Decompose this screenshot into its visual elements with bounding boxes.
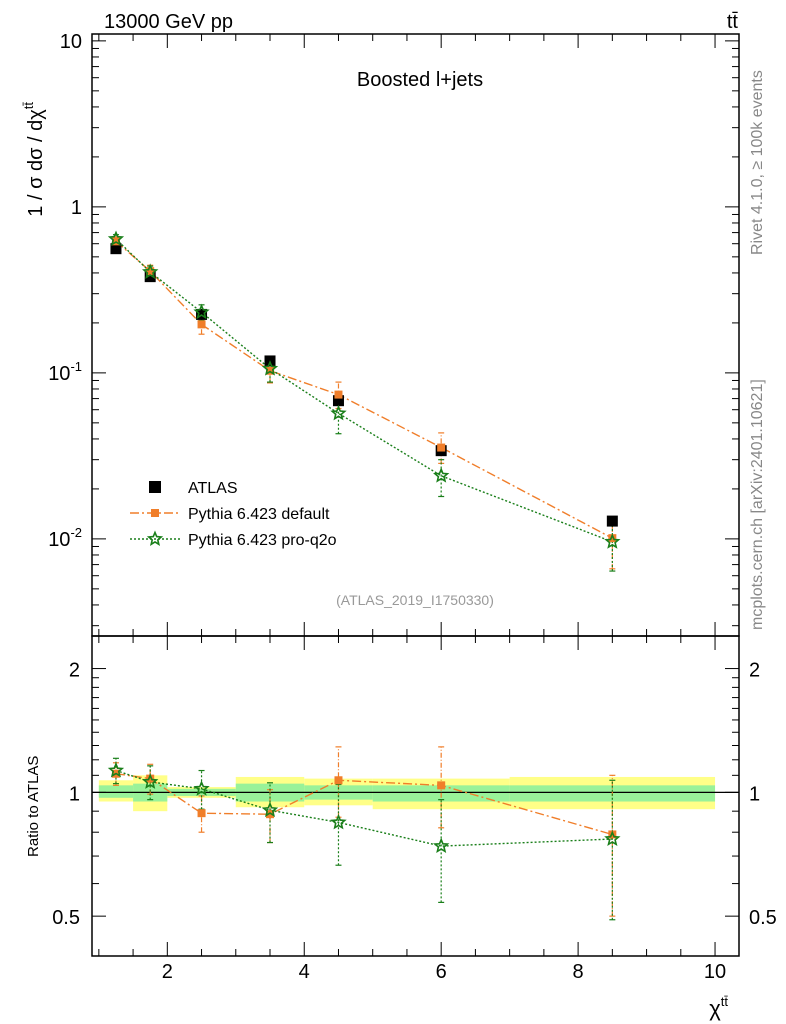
ratio-pro-q2o-point — [193, 780, 210, 796]
pro-q2o-data-point — [604, 533, 621, 549]
atlas-data-point — [332, 395, 344, 407]
pro-q2o-data-point — [330, 404, 347, 421]
default-data-point — [334, 390, 343, 399]
y-tick-label: 10 — [60, 31, 82, 53]
ratio-pro-q2o-point — [142, 773, 159, 789]
main-y-axis-label: 1 / σ dσ / dχtt̄ — [21, 102, 47, 217]
ratio-default-point — [334, 776, 343, 785]
ratio-plot-frame — [91, 635, 740, 957]
ratio-y-tick-label: 0.5 — [52, 907, 80, 929]
y-tick-label: 1 — [71, 197, 82, 219]
ratio-y-tick-label-right: 2 — [749, 660, 760, 682]
atlas-data-point — [110, 243, 122, 255]
x-axis-label: χtt̄ — [709, 994, 728, 1021]
ratio-default-point — [437, 781, 446, 790]
main-panel: 10 1 10-1 10-2 Boosted l+jets (ATLAS_2019_I… — [21, 31, 740, 637]
pro-q2o-data-point — [141, 263, 159, 279]
ratio-y-tick-label: 2 — [69, 660, 80, 682]
pro-q2o-data-point — [193, 303, 210, 320]
ratio-default-point — [197, 809, 206, 818]
legend-label: ATLAS — [188, 480, 238, 497]
ratio-y-tick-label-right: 0.5 — [749, 907, 777, 929]
y-tick-label: 10-1 — [48, 359, 82, 385]
legend-label: Pythia 6.423 pro-q2o — [188, 532, 337, 549]
legend: ATLAS Pythia 6.423 default Pythia 6.423 pr… — [130, 480, 337, 549]
legend-label: Pythia 6.423 default — [188, 506, 330, 523]
ratio-y-tick-label-right: 1 — [749, 783, 760, 805]
ratio-y-tick-label: 1 — [69, 783, 80, 805]
ratio-default-point — [266, 810, 275, 819]
rivet-version-label: Rivet 4.1.0, ≥ 100k events — [749, 70, 766, 255]
main-title: Boosted l+jets — [357, 69, 483, 91]
ratio-panel: 2 2 1 1 0.5 0.5 2 4 6 8 10 Ratio to ATLAS χtt̄ — [25, 635, 777, 1021]
y-tick-label: 10-2 — [48, 525, 82, 551]
x-tick-label: 6 — [436, 961, 447, 983]
ratio-pro-q2o-point — [432, 837, 450, 854]
default-data-point — [608, 534, 617, 543]
x-tick-label: 4 — [299, 961, 310, 983]
watermark-label: (ATLAS_2019_I1750330) — [336, 592, 494, 608]
default-data-point — [437, 443, 446, 452]
energy-label: 13000 GeV pp — [104, 11, 233, 33]
ratio-y-axis-label: Ratio to ATLAS — [25, 756, 42, 857]
ratio-default-point — [146, 774, 155, 783]
legend-marker-atlas — [149, 481, 161, 493]
pro-q2o-data-point — [433, 467, 450, 483]
pro-q2o-data-point — [261, 360, 279, 376]
default-data-point — [146, 267, 155, 276]
atlas-data-point — [606, 515, 618, 527]
ratio-pro-q2o-point — [330, 813, 347, 830]
atlas-data-point — [144, 271, 156, 283]
legend-marker-pro-q2o — [146, 530, 164, 547]
legend-marker-default — [151, 509, 159, 517]
uncertainty-band-inner — [98, 785, 134, 798]
default-data-point — [197, 320, 206, 329]
pro-q2o-data-point — [107, 230, 125, 246]
ratio-pro-q2o-point — [107, 761, 125, 778]
process-label: tt̄ — [727, 11, 739, 33]
ratio-pro-q2o-point — [604, 830, 621, 846]
ratio-pro-q2o-point — [261, 801, 279, 818]
mcplots-label: mcplots.cern.ch [arXiv:2401.10621] — [749, 379, 766, 630]
x-tick-label: 2 — [162, 961, 173, 983]
x-tick-label: 10 — [704, 961, 726, 983]
x-tick-label: 8 — [573, 961, 584, 983]
